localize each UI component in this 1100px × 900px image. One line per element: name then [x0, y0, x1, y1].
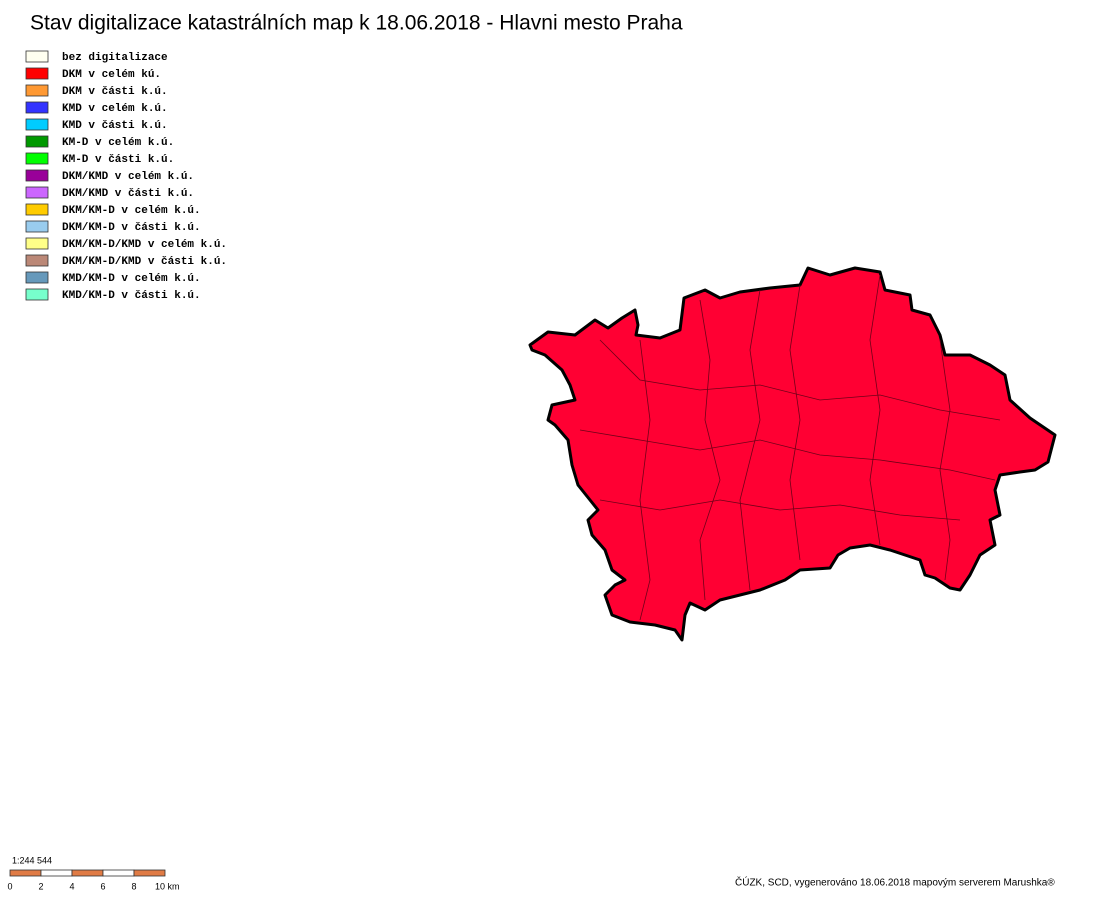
scale-ratio: 1:244 544 — [12, 855, 52, 865]
legend-swatch — [25, 67, 49, 80]
legend-label: DKM/KMD v celém k.ú. — [62, 171, 194, 183]
legend-label: bez digitalizace — [62, 52, 168, 64]
district-borders — [579, 274, 1001, 621]
legend-label: KM-D v celém k.ú. — [62, 137, 174, 149]
legend-swatch — [25, 152, 49, 165]
legend-swatch — [25, 50, 49, 63]
legend-swatch — [25, 135, 49, 148]
legend-label: DKM/KM-D/KMD v části k.ú. — [62, 256, 227, 268]
legend-swatch — [25, 84, 49, 97]
legend-swatch — [25, 237, 49, 250]
legend-label: KM-D v části k.ú. — [62, 154, 174, 166]
legend-swatch — [25, 254, 49, 267]
legend-label: DKM/KM-D v celém k.ú. — [62, 205, 201, 217]
scale-label: 6 — [100, 881, 105, 891]
scale-label: 2 — [38, 881, 43, 891]
legend-label: DKM v celém kú. — [62, 69, 161, 81]
legend-label: KMD/KM-D v části k.ú. — [62, 290, 201, 302]
scale-label: 8 — [131, 881, 136, 891]
legend-swatch — [25, 118, 49, 131]
legend-label: KMD v celém k.ú. — [62, 103, 168, 115]
scale-segment — [9, 869, 42, 877]
credit: ČÚZK, SCD, vygenerováno 18.06.2018 mapov… — [735, 876, 1055, 889]
scale-label: 0 — [7, 881, 12, 891]
legend-label: DKM/KM-D v části k.ú. — [62, 222, 201, 234]
legend-swatch — [25, 186, 49, 199]
legend-swatch — [25, 220, 49, 233]
legend-label: KMD v části k.ú. — [62, 120, 168, 132]
legend-swatch — [25, 288, 49, 301]
scale-label: 4 — [69, 881, 74, 891]
scale-segment — [71, 869, 104, 877]
legend-label: DKM/KM-D/KMD v celém k.ú. — [62, 239, 227, 251]
scale-label: 10 km — [155, 881, 180, 891]
legend-swatch — [25, 169, 49, 182]
legend-label: KMD/KM-D v celém k.ú. — [62, 273, 201, 285]
legend-swatch — [25, 203, 49, 216]
legend-swatch — [25, 271, 49, 284]
legend-label: DKM v části k.ú. — [62, 86, 168, 98]
map-title: Stav digitalizace katastrálních map k 18… — [30, 12, 683, 35]
scale-segment — [133, 869, 166, 877]
scale-segment — [40, 869, 73, 877]
legend-label: DKM/KMD v části k.ú. — [62, 188, 194, 200]
legend-swatch — [25, 101, 49, 114]
scale-segment — [102, 869, 135, 877]
prague-boundary — [528, 266, 1057, 642]
